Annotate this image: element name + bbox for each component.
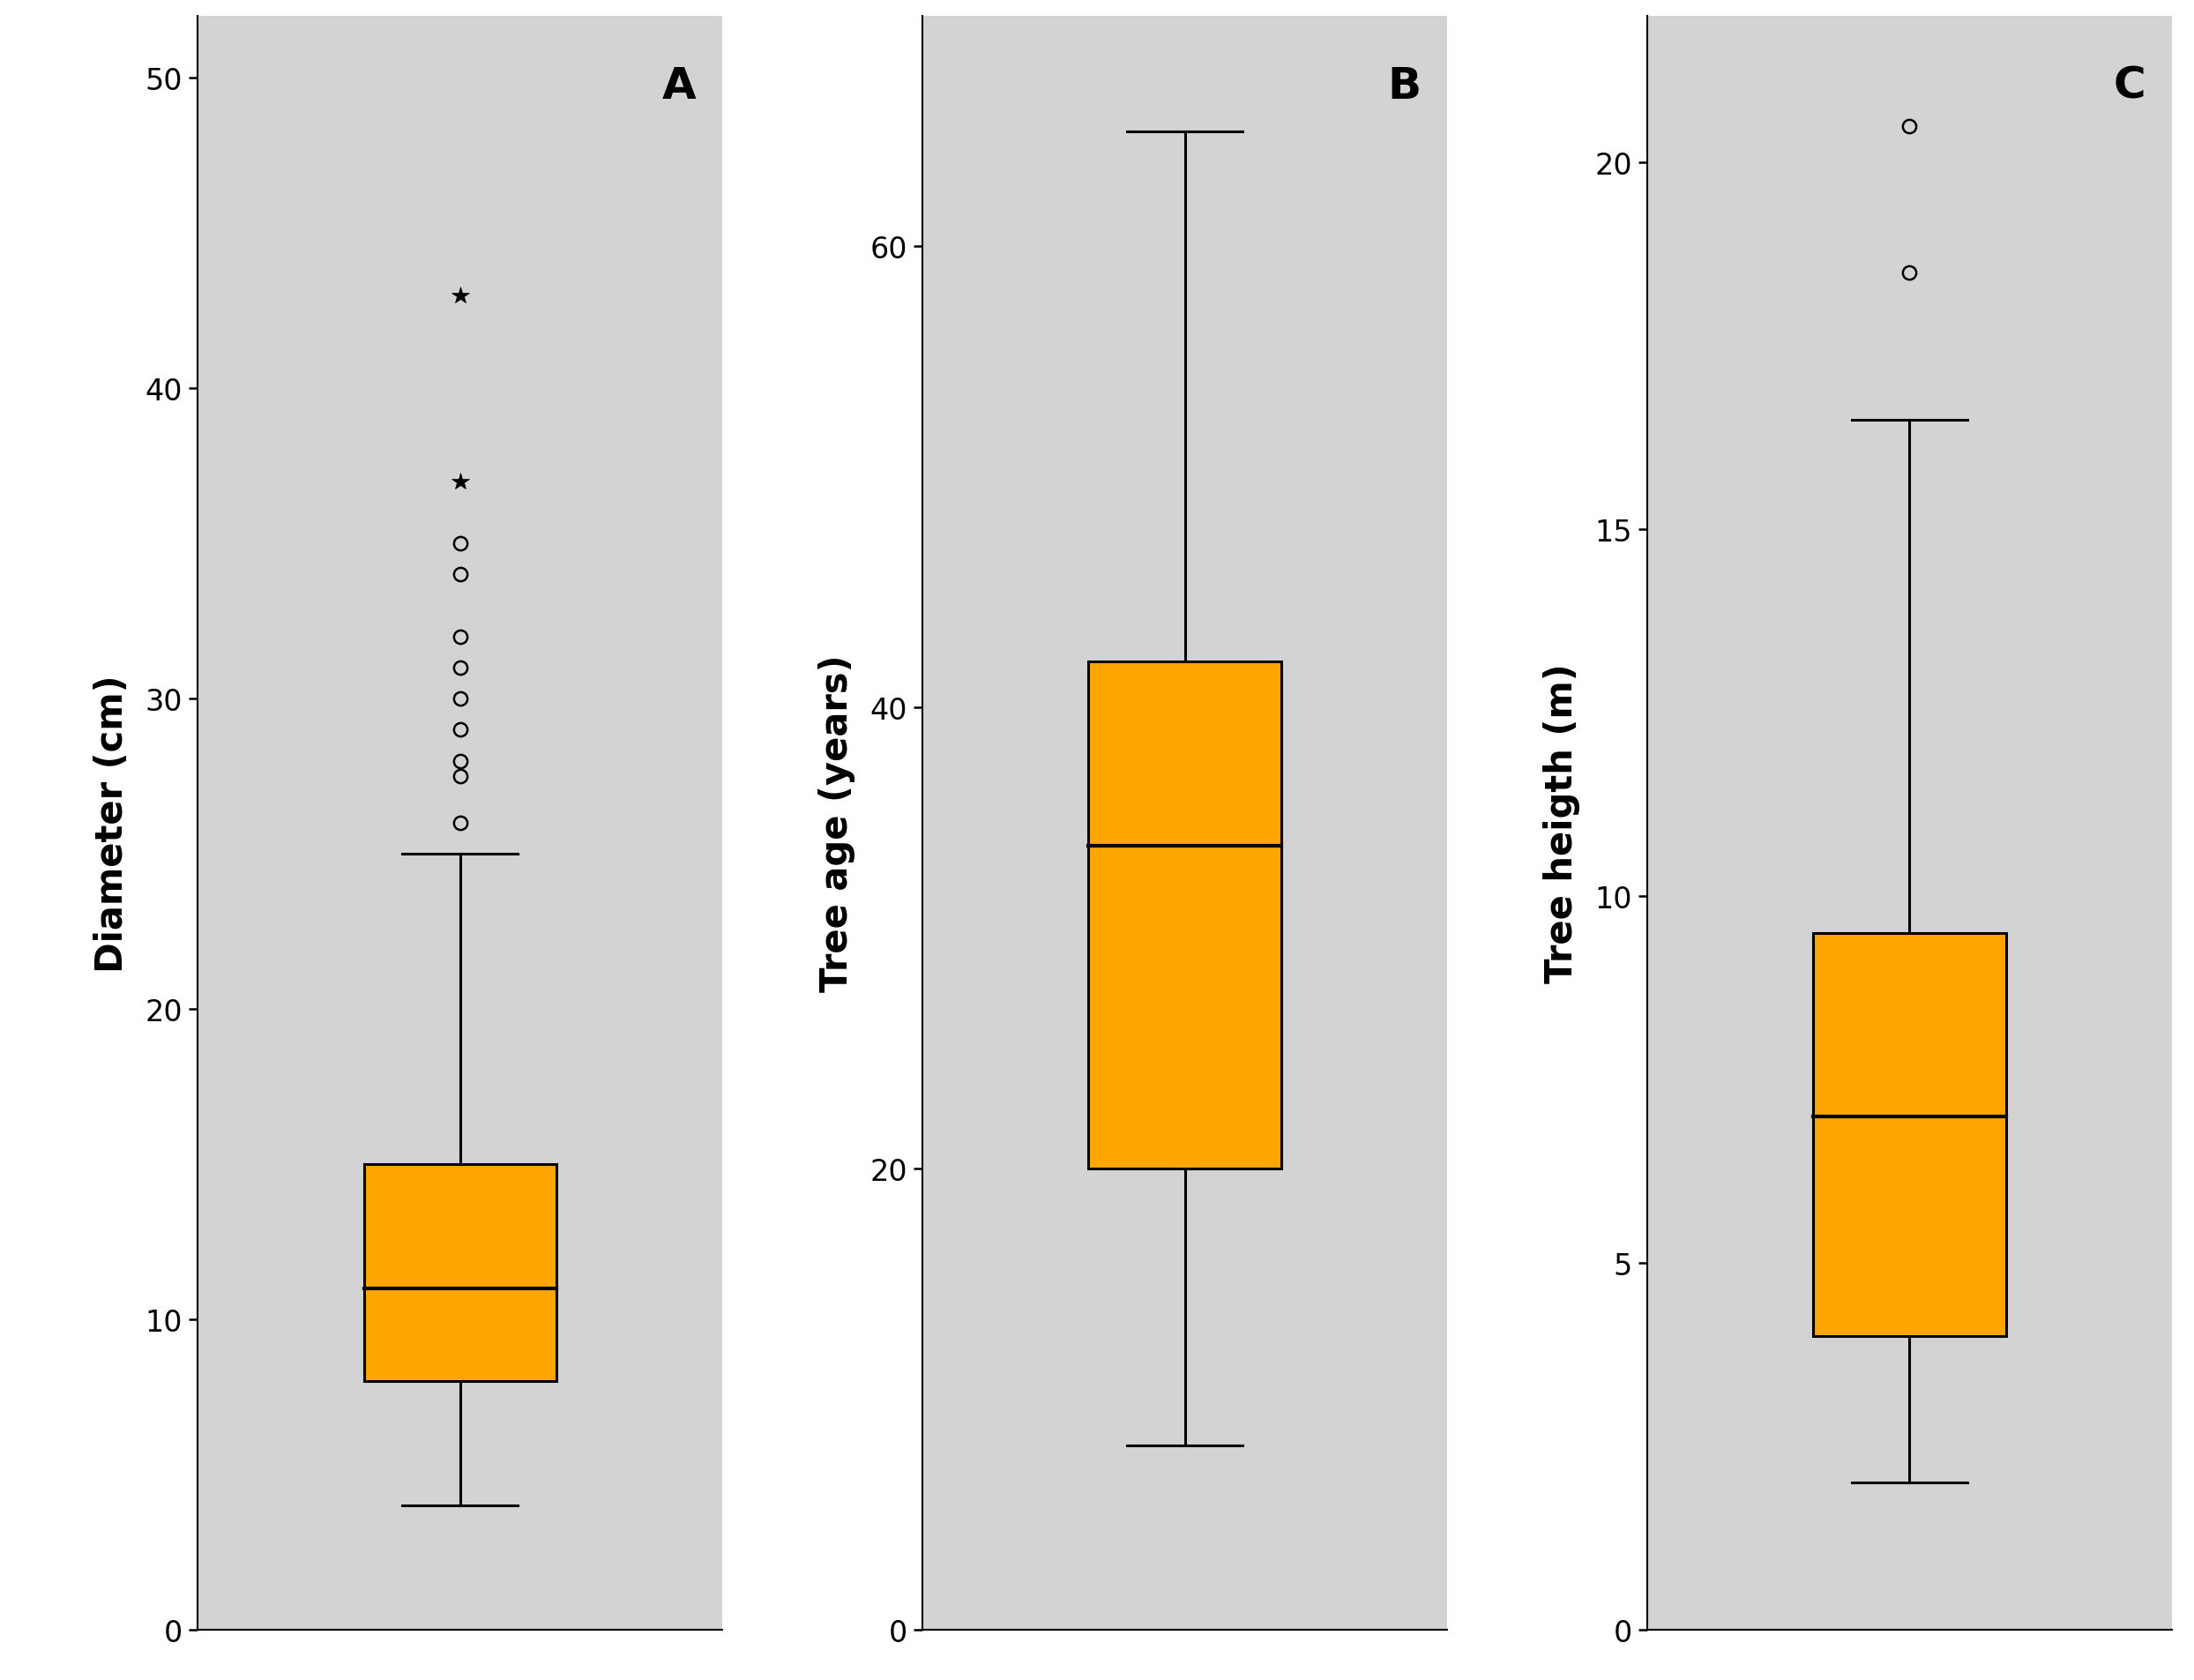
Text: C: C: [2113, 66, 2146, 108]
Bar: [1812, 932, 2005, 1336]
Y-axis label: Tree heigth (m): Tree heigth (m): [1542, 664, 1580, 983]
Y-axis label: Diameter (cm): Diameter (cm): [94, 674, 129, 973]
Y-axis label: Tree age (years): Tree age (years): [818, 655, 856, 991]
Text: A: A: [663, 66, 695, 108]
Text: B: B: [1387, 66, 1422, 108]
Bar: [1088, 662, 1281, 1169]
Bar: [364, 1164, 557, 1381]
